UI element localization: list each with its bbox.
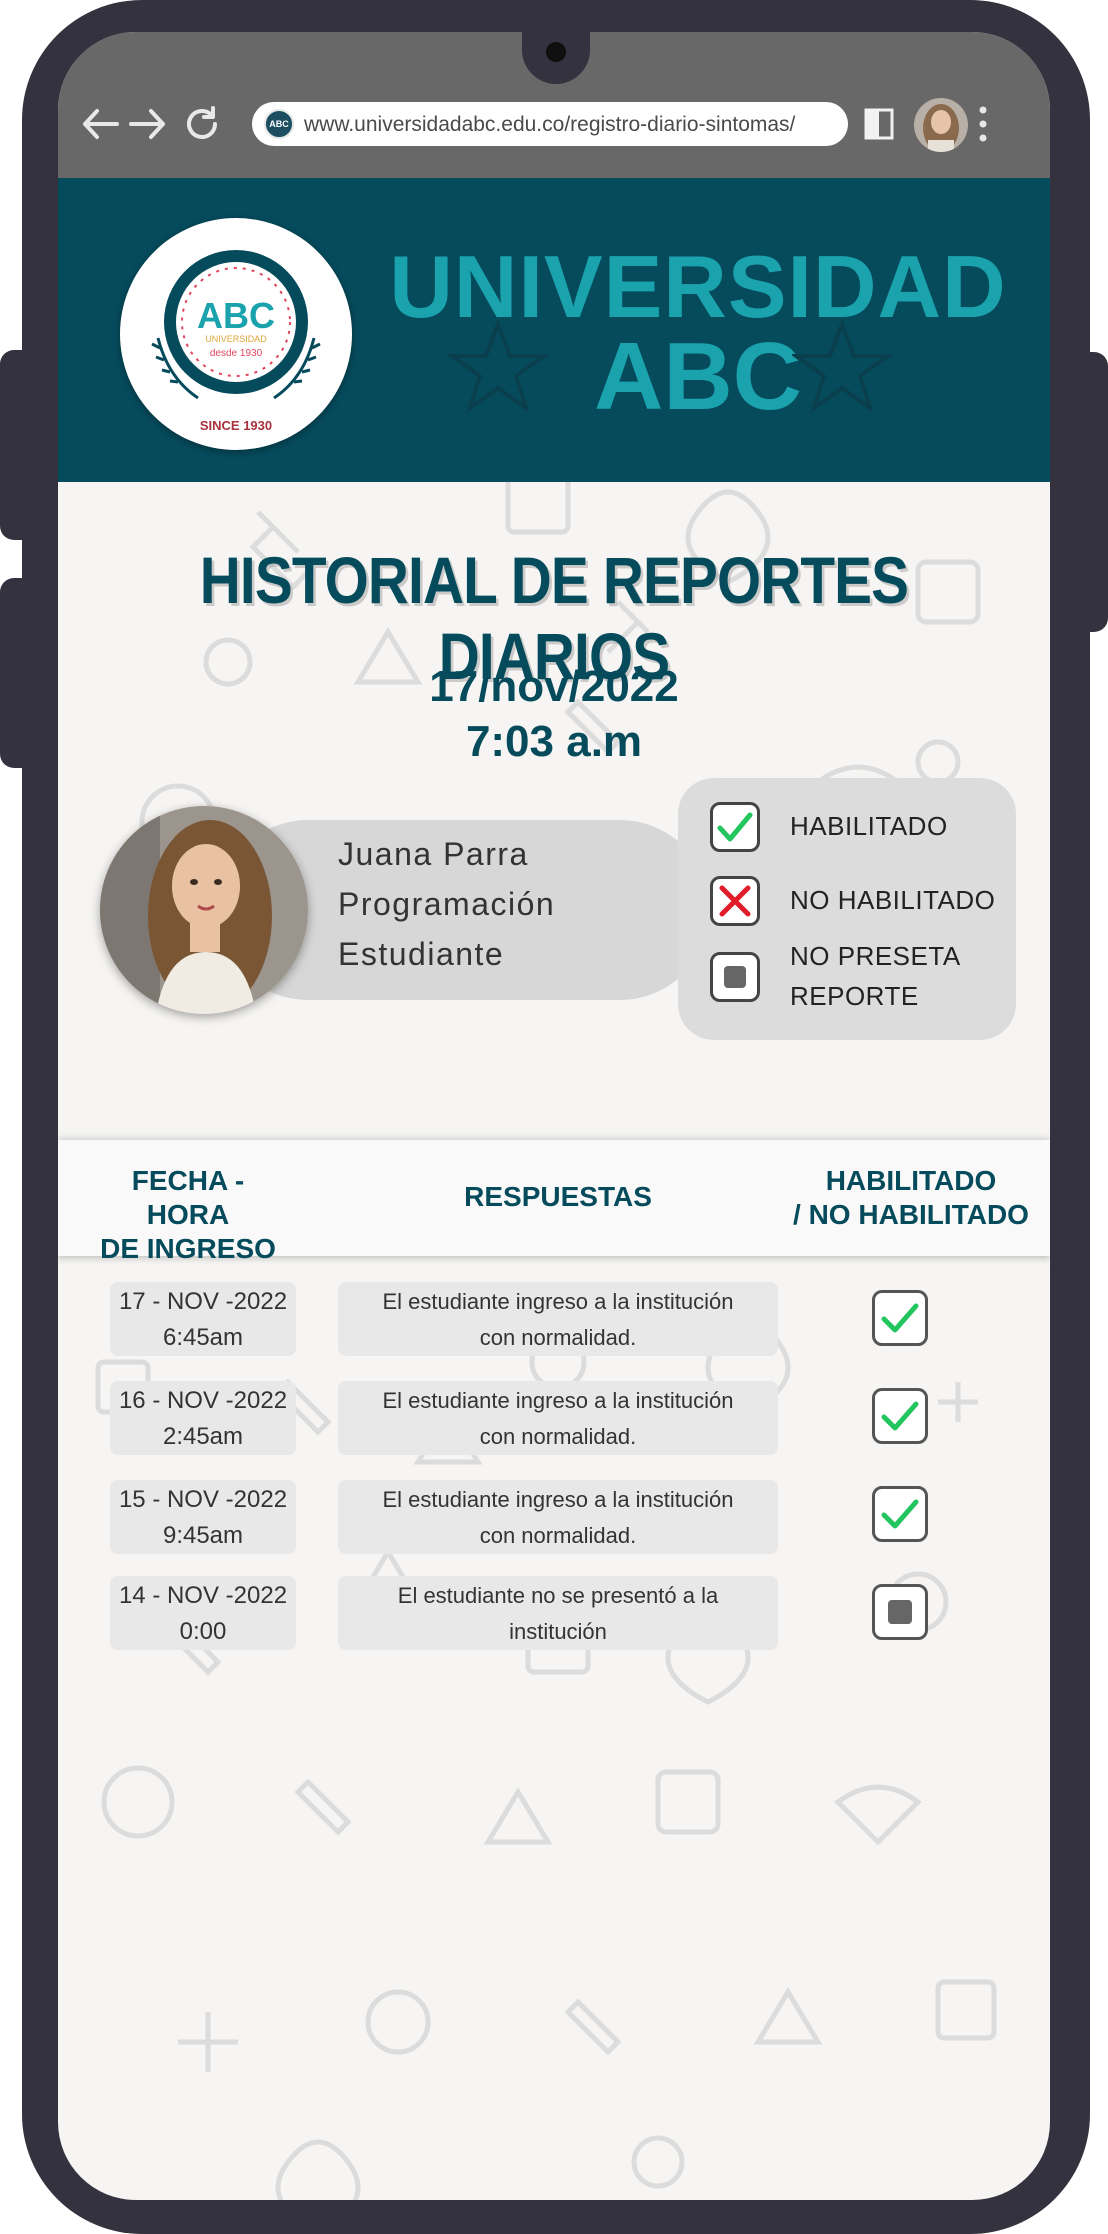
square-icon	[710, 952, 760, 1002]
row-date-cell: 15 - NOV -2022 9:45am	[110, 1480, 296, 1554]
svg-text:SINCE 1930: SINCE 1930	[200, 418, 272, 433]
page-title: HISTORIAL DE REPORTES DIARIOS	[199, 543, 909, 693]
star-icon	[792, 320, 892, 412]
row-date-cell: 16 - NOV -2022 2:45am	[110, 1381, 296, 1455]
legend-not-enabled-label: NO HABILITADO	[790, 885, 996, 915]
report-date: 17/nov/2022	[429, 662, 679, 711]
student-name: Juana Parra	[338, 836, 529, 872]
legend-enabled-label: HABILITADO	[790, 811, 948, 841]
svg-text:ABC: ABC	[197, 295, 275, 336]
check-icon	[710, 802, 760, 852]
legend-no-report-label-line1: NO PRESETA	[790, 941, 961, 971]
row-date-cell: 14 - NOV -2022 0:00	[110, 1576, 296, 1650]
site-favicon: ABC	[264, 109, 294, 139]
address-bar[interactable]: ABC www.universidadabc.edu.co/registro-d…	[252, 102, 848, 146]
svg-text:UNIVERSIDAD: UNIVERSIDAD	[205, 334, 267, 344]
column-header-responses: RESPUESTAS	[464, 1181, 652, 1212]
forward-arrow-icon[interactable]	[126, 102, 170, 146]
report-time: 7:03 a.m	[465, 717, 643, 766]
profile-avatar[interactable]	[914, 98, 968, 152]
status-legend: HABILITADO NO HABILITADO NO PRESETA REPO…	[678, 778, 1016, 1040]
check-icon	[872, 1388, 928, 1444]
row-response-cell: El estudiante ingreso a la institución co…	[338, 1282, 778, 1356]
phone-screen: ABC www.universidadabc.edu.co/registro-d…	[58, 32, 1050, 2200]
row-response-cell: El estudiante ingreso a la institución co…	[338, 1381, 778, 1455]
column-header-date: FECHA - HORA DE INGRESO	[100, 1165, 276, 1264]
university-title-line1: UNIVERSIDAD	[389, 237, 1007, 336]
student-program: Programación	[338, 886, 556, 922]
university-header: ABC UNIVERSIDAD desde 1930 SINCE 1930 UN…	[58, 178, 1050, 482]
reload-icon[interactable]	[180, 102, 224, 146]
more-menu-icon[interactable]	[978, 104, 988, 144]
browser-toolbar: ABC www.universidadabc.edu.co/registro-d…	[58, 32, 1050, 178]
table-header: FECHA - HORA DE INGRESO RESPUESTAS HABIL…	[58, 1140, 1050, 1264]
column-header-status: HABILITADO / NO HABILITADO	[793, 1165, 1029, 1230]
university-title-line2: ABC	[594, 323, 802, 430]
check-icon	[872, 1486, 928, 1542]
student-photo	[100, 806, 308, 1014]
row-response-cell: El estudiante no se presentó a la institu…	[338, 1576, 778, 1650]
row-date-cell: 17 - NOV -2022 6:45am	[110, 1282, 296, 1356]
front-camera	[546, 42, 566, 62]
back-arrow-icon[interactable]	[78, 102, 122, 146]
university-logo: ABC UNIVERSIDAD desde 1930 SINCE 1930	[120, 218, 352, 450]
check-icon	[872, 1290, 928, 1346]
university-title: UNIVERSIDAD ABC	[388, 237, 1008, 430]
svg-text:desde 1930: desde 1930	[210, 348, 263, 359]
row-response-cell: El estudiante ingreso a la institución co…	[338, 1480, 778, 1554]
tabs-icon[interactable]	[864, 108, 894, 140]
student-role: Estudiante	[338, 936, 505, 972]
star-icon	[448, 320, 548, 412]
cross-icon	[710, 876, 760, 926]
square-icon	[872, 1584, 928, 1640]
legend-no-report-label-line2: REPORTE	[790, 981, 919, 1011]
url-text[interactable]: www.universidadabc.edu.co/registro-diari…	[304, 113, 796, 136]
